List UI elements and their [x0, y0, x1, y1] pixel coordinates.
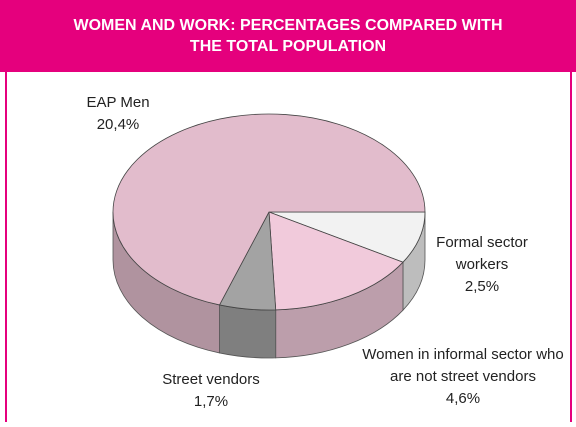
- value-label: 20,4%: [96, 116, 140, 133]
- value-label: 2,5%: [464, 278, 500, 295]
- category-label: Women in informal sector who are not str…: [362, 346, 564, 385]
- slice-label: Formal sector workers 2,5%: [422, 232, 542, 298]
- slice: [112, 113, 426, 306]
- slice: [268, 211, 404, 311]
- category-label: Street vendors: [162, 371, 260, 388]
- slice-label: EAP Men 20,4%: [58, 92, 178, 136]
- category-label: EAP Men: [86, 94, 150, 111]
- slice-side: [219, 304, 277, 359]
- slice-label: Street vendors 1,7%: [141, 369, 281, 413]
- header: WOMEN AND WORK: PERCENTAGES COMPARED WIT…: [0, 0, 576, 72]
- category-label: Formal sector workers: [436, 234, 528, 273]
- value-label: 4,6%: [445, 390, 481, 407]
- value-label: 1,7%: [193, 393, 229, 410]
- slice-label: Women in informal sector who are not str…: [358, 344, 568, 410]
- chart-title: WOMEN AND WORK: PERCENTAGES COMPARED WIT…: [73, 17, 503, 55]
- slice: [268, 211, 426, 263]
- frame: [5, 72, 572, 422]
